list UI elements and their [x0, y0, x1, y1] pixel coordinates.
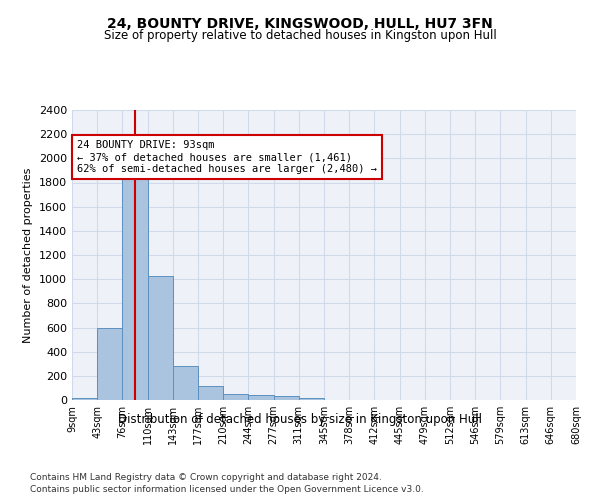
Bar — [198, 386, 223, 400]
Y-axis label: Number of detached properties: Number of detached properties — [23, 168, 34, 342]
Text: Size of property relative to detached houses in Kingston upon Hull: Size of property relative to detached ho… — [104, 29, 496, 42]
Bar — [97, 328, 122, 400]
Bar — [299, 398, 324, 400]
Text: Distribution of detached houses by size in Kingston upon Hull: Distribution of detached houses by size … — [118, 412, 482, 426]
Bar — [223, 394, 248, 400]
Text: Contains public sector information licensed under the Open Government Licence v3: Contains public sector information licen… — [30, 485, 424, 494]
Bar — [148, 276, 173, 400]
Text: 24, BOUNTY DRIVE, KINGSWOOD, HULL, HU7 3FN: 24, BOUNTY DRIVE, KINGSWOOD, HULL, HU7 3… — [107, 18, 493, 32]
Bar — [274, 396, 299, 400]
Text: 24 BOUNTY DRIVE: 93sqm
← 37% of detached houses are smaller (1,461)
62% of semi-: 24 BOUNTY DRIVE: 93sqm ← 37% of detached… — [77, 140, 377, 173]
Bar — [72, 398, 97, 400]
Bar — [173, 366, 198, 400]
Bar — [248, 394, 274, 400]
Bar — [122, 173, 148, 400]
Text: Contains HM Land Registry data © Crown copyright and database right 2024.: Contains HM Land Registry data © Crown c… — [30, 472, 382, 482]
